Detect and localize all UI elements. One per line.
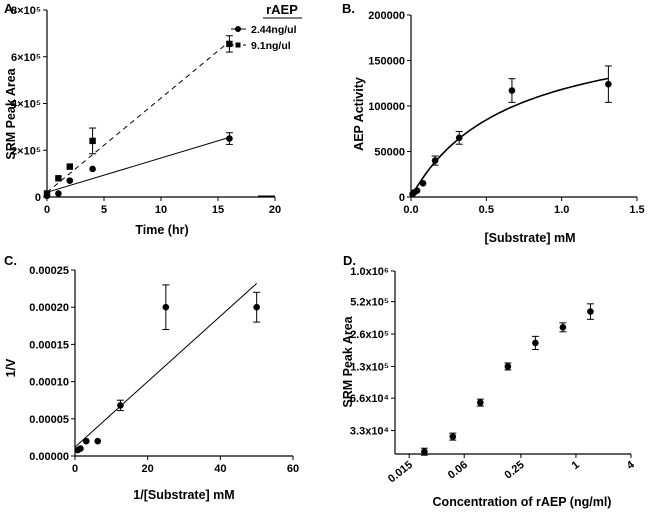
panel-a-y-tick-label: 0 [35, 192, 41, 204]
panel-c-y-tick-label: 0.00000 [29, 451, 69, 463]
panel-a-fit-line-0 [46, 136, 230, 193]
panel-c-ylabel: 1/V [4, 358, 18, 377]
panel-d-y-tick-label: 1.0x10⁶ [350, 266, 389, 278]
panel-d: D. SRM Peak Area Concentration of rAEP (… [341, 253, 638, 509]
panel-d-point [559, 324, 567, 331]
panel-b-point [508, 87, 516, 94]
panel-d-point [477, 399, 484, 406]
panel-b-point [431, 157, 439, 164]
panel-c-y-tick-label: 0.00005 [29, 414, 69, 426]
legend-entry-9-1: 9.1ng/ul [251, 40, 291, 52]
panel-d-point [504, 363, 512, 370]
panel-d-y-tick-label: 3.3x10⁴ [350, 426, 389, 438]
panel-c-y-tick-label: 0.00025 [29, 265, 69, 277]
panel-c-y-tick-label: 0.00020 [29, 302, 69, 314]
legend-entry-2-44: 2.44ng/ul [251, 24, 297, 36]
panel-a-point-square [89, 137, 96, 145]
panel-a-point-square [226, 40, 233, 48]
panel-c-xlabel: 1/[Substrate] mM [133, 488, 234, 502]
panel-a-x-tick-label: 5 [101, 204, 107, 216]
panel-a-y-tick-label: 4×10⁵ [11, 99, 41, 111]
legend-marker-circle [235, 26, 241, 32]
panel-b-x-tick-label: 1.0 [554, 204, 569, 216]
panel-a-x-tick-label: 20 [269, 204, 281, 216]
panel-d-x-tick-label: 0.015 [386, 459, 415, 485]
panel-a-fit-line-1 [46, 41, 230, 193]
panel-b-point [605, 80, 612, 88]
panel-a-point-square [55, 175, 62, 182]
panel-c-x-tick-label: 0 [72, 463, 78, 475]
panel-a-point-circle [89, 165, 96, 173]
panel-c-y-tick-label: 0.00015 [29, 339, 69, 351]
panel-a-point-square [43, 190, 51, 197]
panel-b-point [419, 180, 427, 187]
panel-b-point [413, 187, 421, 194]
panel-d-x-tick-label: 4 [625, 458, 638, 472]
panel-b-x-tick-label: 1.5 [629, 204, 644, 216]
panel-d-y-tick-label: 6.6x10⁴ [350, 393, 389, 405]
panel-c-point [82, 437, 90, 445]
panel-b-xlabel: [Substrate] mM [485, 231, 576, 245]
panel-d-label: D. [343, 253, 356, 268]
panel-a-y-tick-label: 2×10⁵ [11, 145, 41, 157]
panel-a: A. SRM Peak Area Time (hr) rAEP 2.44ng/u… [4, 1, 302, 237]
panel-b-y-tick-label: 50000 [374, 147, 405, 159]
panel-b-y-tick-label: 200000 [368, 10, 405, 22]
panel-a-x-tick-label: 15 [212, 204, 224, 216]
panel-d-point [532, 339, 539, 347]
panel-b: B. AEP Activity [Substrate] mM 0.0 0.5 1.0… [342, 1, 645, 245]
panel-b-y-tick-label: 100000 [368, 101, 405, 113]
panel-a-y-tick-label: 6×10⁵ [11, 52, 41, 64]
panel-c-point [117, 402, 124, 409]
panel-c-point [94, 437, 102, 445]
panel-b-fit-curve [410, 77, 609, 198]
panel-d-point [421, 448, 428, 456]
panel-b-label: B. [342, 1, 355, 16]
panel-a-point-square [66, 163, 73, 170]
panel-a-point-circle [226, 135, 233, 142]
panel-d-point [587, 308, 594, 315]
panel-c-x-tick-label: 60 [287, 463, 299, 475]
panel-d-point [449, 433, 457, 440]
panel-d-x-tick-label: 0.06 [446, 459, 470, 482]
panel-d-x-tick-label: 0.25 [502, 459, 526, 482]
panel-a-label: A. [4, 1, 17, 16]
panel-a-point-circle [55, 190, 62, 197]
legend-title: rAEP [266, 2, 298, 17]
panel-b-ylabel: AEP Activity [352, 77, 366, 151]
panel-b-y-tick-label: 150000 [368, 56, 405, 68]
panel-c-x-tick-label: 20 [142, 463, 154, 475]
panel-d-y-tick-label: 1.3x10⁵ [350, 361, 389, 373]
panel-c: C. 1/V 1/[Substrate] mM 0 20 40 60 0.00000 0.… [4, 253, 299, 502]
panel-b-point [455, 134, 463, 142]
panel-d-ylabel: SRM Peak Area [341, 315, 355, 407]
legend-marker-square [235, 42, 241, 48]
panel-c-y-tick-label: 0.00010 [29, 377, 69, 389]
panel-a-y-tick-label: 8×10⁵ [11, 5, 41, 17]
panel-d-xlabel: Concentration of rAEP (ng/ml) [433, 495, 612, 509]
panel-b-x-tick-label: 0.0 [403, 204, 418, 216]
panel-c-point [77, 445, 84, 452]
panel-c-point [253, 303, 260, 311]
panel-a-ylabel: SRM Peak Area [4, 67, 18, 159]
panel-c-label: C. [4, 253, 17, 268]
panel-a-x-tick-label: 10 [155, 204, 167, 216]
panel-b-y-tick-label: 0 [399, 192, 405, 204]
panel-a-x-tick-label: 0 [44, 204, 50, 216]
panel-a-point-circle [66, 177, 74, 184]
panel-c-fit-line [74, 283, 258, 448]
panel-c-x-tick-label: 40 [214, 463, 226, 475]
panel-b-x-tick-label: 0.5 [479, 204, 494, 216]
panel-c-point [162, 303, 170, 311]
panel-d-y-tick-label: 5.2x10⁵ [350, 297, 389, 309]
panel-a-xlabel: Time (hr) [135, 223, 188, 237]
panel-d-x-tick-label: 1 [570, 459, 582, 472]
panel-d-y-tick-label: 2.6x10⁵ [350, 329, 389, 341]
